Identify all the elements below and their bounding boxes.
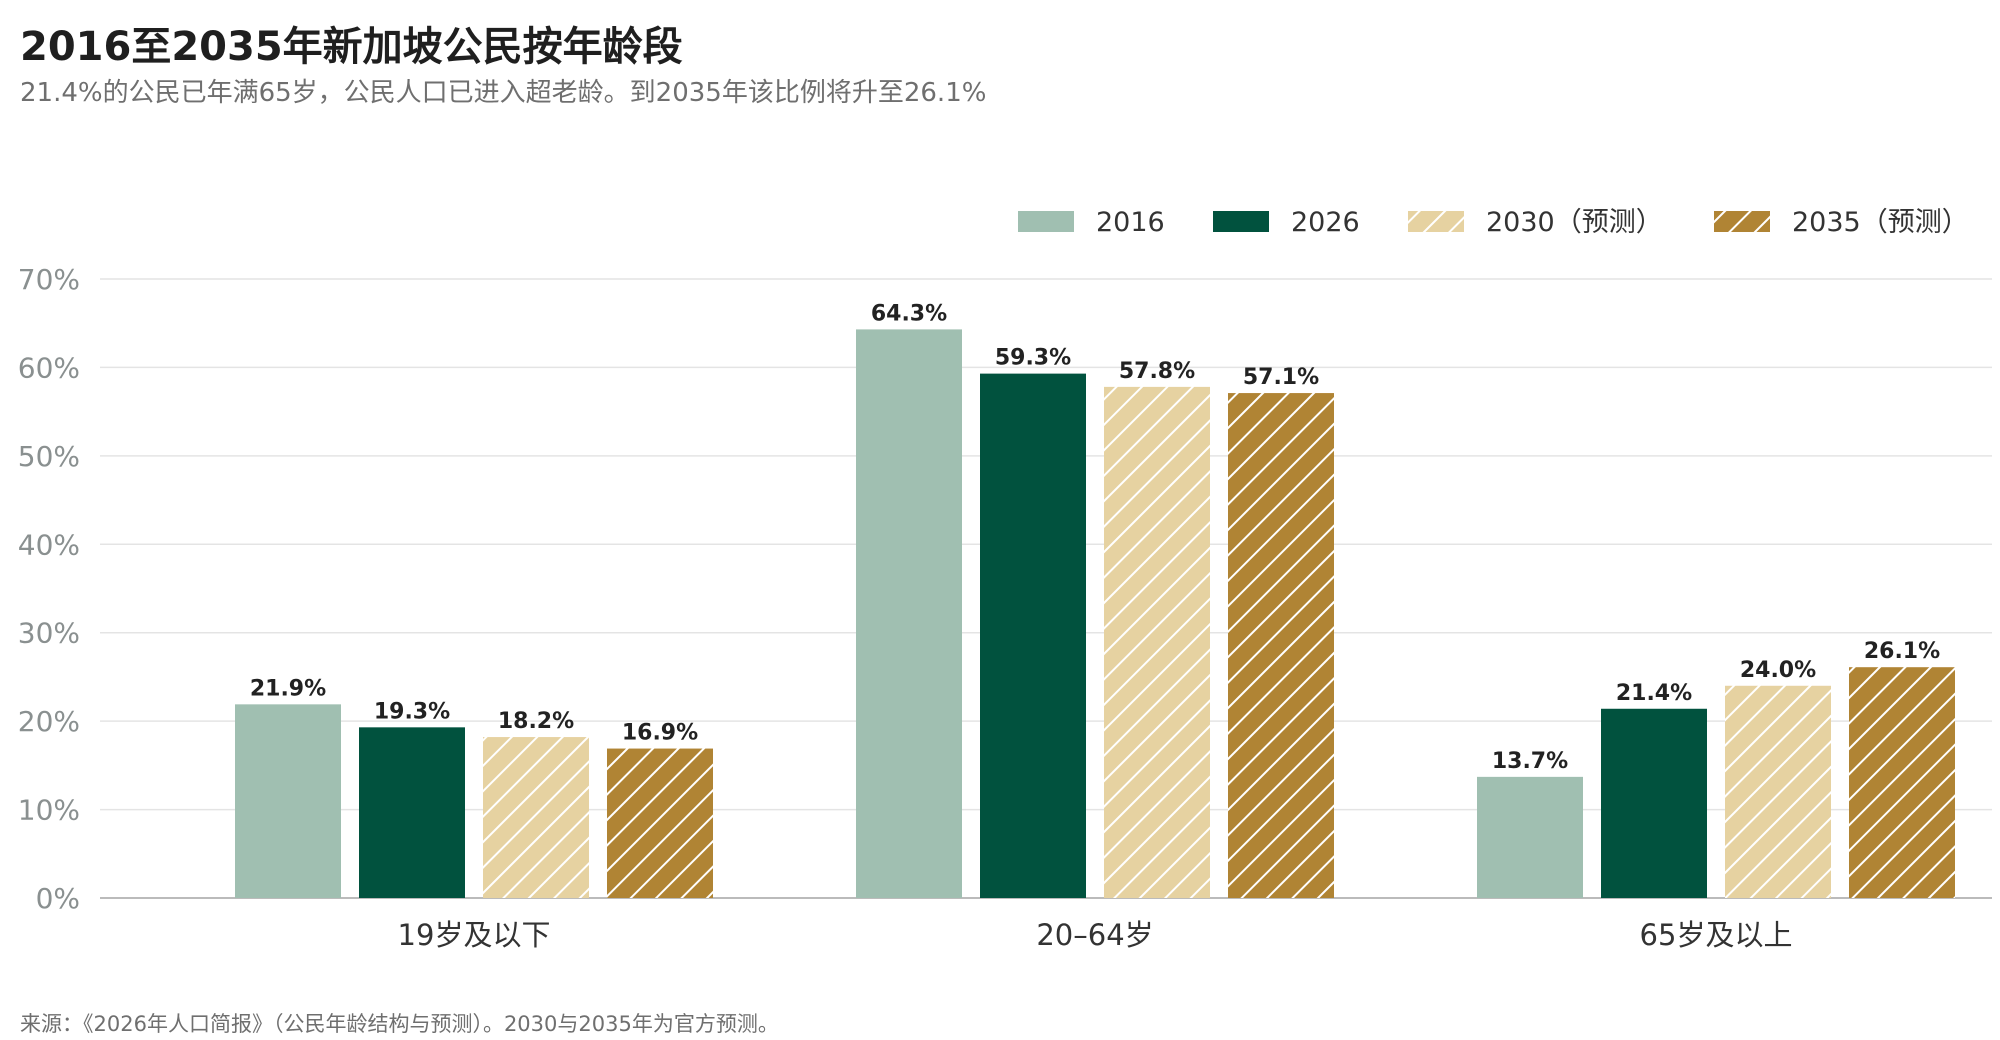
y-tick-label: 60% bbox=[18, 351, 80, 384]
data-label: 18.2% bbox=[498, 709, 574, 734]
data-label: 24.0% bbox=[1740, 658, 1816, 683]
bar bbox=[1601, 708, 1707, 898]
bar bbox=[483, 737, 589, 898]
data-label: 64.3% bbox=[871, 301, 947, 326]
legend: 2016 2026 2030（预测） 2035（预测） bbox=[1018, 207, 1969, 238]
y-tick-label: 30% bbox=[18, 617, 80, 650]
bar bbox=[1477, 776, 1583, 898]
data-label: 57.1% bbox=[1243, 365, 1319, 390]
bar bbox=[1104, 386, 1210, 898]
x-tick-label: 20–64岁 bbox=[1036, 918, 1153, 952]
y-tick-label: 50% bbox=[18, 440, 80, 473]
bar bbox=[607, 748, 713, 898]
source-note: 来源：《2026年人口简报》（公民年龄结构与预测）。2030与2035年为官方预… bbox=[20, 1012, 779, 1036]
data-label: 21.9% bbox=[250, 676, 326, 701]
chart-subtitle: 21.4%的公民已年满65岁，公民人口已进入超老龄。到2035年该比例将升至26… bbox=[20, 78, 987, 108]
y-tick-label: 10% bbox=[18, 794, 80, 827]
y-tick-label: 70% bbox=[18, 263, 80, 296]
y-tick-label: 20% bbox=[18, 705, 80, 738]
value-labels: 21.9% 19.3% 18.2% 16.9% 64.3% 59.3% 57.8% 57.1%… bbox=[250, 301, 1940, 773]
legend-swatch bbox=[1408, 211, 1464, 232]
y-tick-label: 40% bbox=[18, 528, 80, 561]
bars bbox=[235, 329, 1955, 899]
x-tick-label: 19岁及以下 bbox=[398, 918, 551, 952]
data-label: 57.8% bbox=[1119, 359, 1195, 384]
bar bbox=[1228, 393, 1334, 898]
legend-label: 2035（预测） bbox=[1792, 207, 1969, 238]
bar bbox=[1849, 667, 1955, 898]
bar bbox=[1725, 685, 1831, 898]
chart-title: 2016至2035年新加坡公民按年龄段 bbox=[20, 24, 683, 70]
data-label: 19.3% bbox=[374, 699, 450, 724]
bar bbox=[856, 329, 962, 898]
data-label: 21.4% bbox=[1616, 681, 1692, 706]
data-label: 26.1% bbox=[1864, 639, 1940, 664]
legend-swatch bbox=[1714, 211, 1770, 232]
data-label: 13.7% bbox=[1492, 749, 1568, 774]
bar bbox=[235, 704, 341, 898]
bar-chart: 0% 10% 20% 30% 40% 50% 60% 70% 21.9% 19.3% 18.2% 1… bbox=[18, 207, 1992, 952]
y-axis: 0% 10% 20% 30% 40% 50% 60% 70% bbox=[18, 263, 80, 915]
y-tick-label: 0% bbox=[36, 882, 80, 915]
bar bbox=[980, 373, 1086, 899]
legend-swatch bbox=[1213, 211, 1269, 232]
legend-label: 2016 bbox=[1096, 207, 1165, 238]
data-label: 16.9% bbox=[622, 721, 698, 746]
legend-label: 2026 bbox=[1291, 207, 1360, 238]
x-tick-label: 65岁及以上 bbox=[1640, 918, 1793, 952]
legend-label: 2030（预测） bbox=[1486, 207, 1663, 238]
bar bbox=[359, 727, 465, 898]
legend-swatch bbox=[1018, 211, 1074, 232]
data-label: 59.3% bbox=[995, 346, 1071, 371]
x-axis: 19岁及以下 20–64岁 65岁及以上 bbox=[398, 918, 1793, 952]
